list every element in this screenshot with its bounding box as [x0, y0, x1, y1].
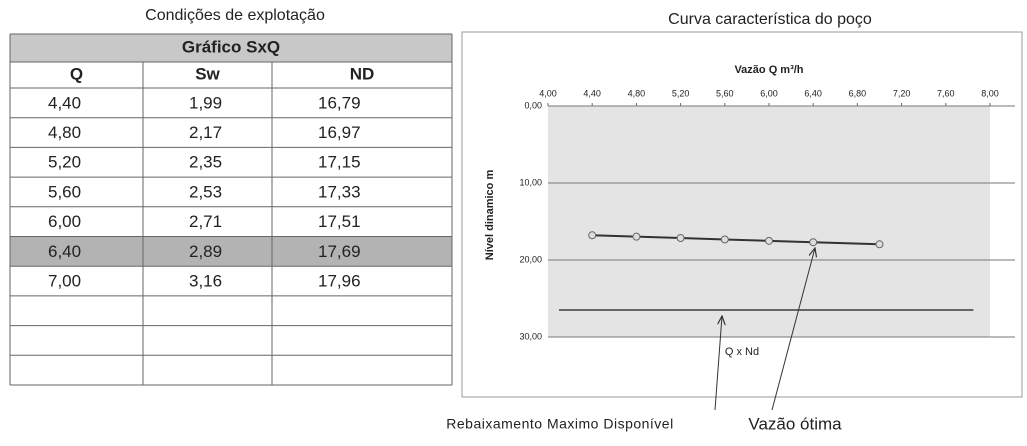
marker — [809, 238, 818, 247]
cell: 6,00 — [48, 212, 81, 231]
cell: 2,17 — [189, 123, 222, 142]
cell: 4,40 — [48, 93, 81, 112]
cell: 2,53 — [189, 182, 222, 201]
y-axis-label: Nível dinamico m — [484, 170, 496, 261]
y-tick-label: 30,00 — [519, 331, 542, 341]
x-tick-label: 4,40 — [583, 88, 601, 98]
marker — [720, 235, 729, 244]
marker — [632, 232, 641, 241]
x-tick-label: 5,60 — [716, 88, 734, 98]
cell: 2,89 — [189, 242, 222, 261]
cell: 5,60 — [48, 182, 81, 201]
marker — [875, 240, 884, 249]
x-axis-label: Vazão Q m³/h — [734, 64, 803, 76]
highlight-row — [10, 236, 452, 267]
x-tick-label: 7,20 — [893, 88, 911, 98]
y-tick-label: 10,00 — [519, 177, 542, 187]
column-header: Q — [70, 64, 83, 83]
cell: 7,00 — [48, 272, 81, 291]
cell: 2,35 — [189, 153, 222, 172]
arrow — [714, 316, 722, 411]
plot-area — [548, 106, 990, 337]
chart: Vazão Q m³/h Nível dinamico m Q x Nd 4,00 4,… — [484, 64, 1015, 358]
cell: 17,96 — [318, 272, 361, 291]
table-title: Gráfico SxQ — [182, 37, 280, 56]
cell: 17,15 — [318, 153, 361, 172]
cell: 4,80 — [48, 123, 81, 142]
marker — [765, 236, 773, 245]
marker — [588, 231, 597, 240]
x-tick-label: 7,60 — [937, 88, 955, 98]
x-tick-label: 6,80 — [849, 88, 867, 98]
annotation: Rebaixamento Maximo Disponível — [446, 416, 673, 432]
cell: 5,20 — [48, 153, 81, 172]
cell: 1,99 — [189, 93, 222, 112]
chart-heading: Curva característica do poço — [668, 11, 872, 28]
x-tick-label: 4,00 — [539, 88, 557, 98]
x-tick-label: 5,20 — [672, 88, 690, 98]
cell: 17,33 — [318, 182, 361, 201]
cell: 17,51 — [318, 212, 361, 231]
y-tick-label: 20,00 — [519, 254, 542, 264]
cell: 3,16 — [189, 272, 222, 291]
column-header: ND — [350, 64, 375, 83]
x-tick-label: 6,40 — [804, 88, 822, 98]
cell: 6,40 — [48, 242, 81, 261]
cell: 16,97 — [318, 123, 361, 142]
table-caption: Condições de explotação — [145, 7, 325, 24]
annotation: Vazão ótima — [748, 414, 842, 433]
cell: 16,79 — [318, 93, 361, 112]
arrow — [771, 248, 815, 411]
cell: 2,71 — [189, 212, 222, 231]
marker — [676, 234, 685, 243]
cell: 17,69 — [318, 242, 361, 261]
x-tick-label: 6,00 — [760, 88, 778, 98]
column-header: Sw — [195, 64, 220, 83]
table: Gráfico SxQ Q Sw ND 4,40 1,99 16,79 4,80 2,17 16,… — [9, 33, 453, 386]
y-tick-label: 0,00 — [524, 100, 542, 110]
x-tick-label: 4,80 — [628, 88, 646, 98]
x-tick-label: 8,00 — [981, 88, 999, 98]
table-title-bg — [10, 34, 452, 62]
chart-title: Q x Nd — [725, 346, 759, 358]
